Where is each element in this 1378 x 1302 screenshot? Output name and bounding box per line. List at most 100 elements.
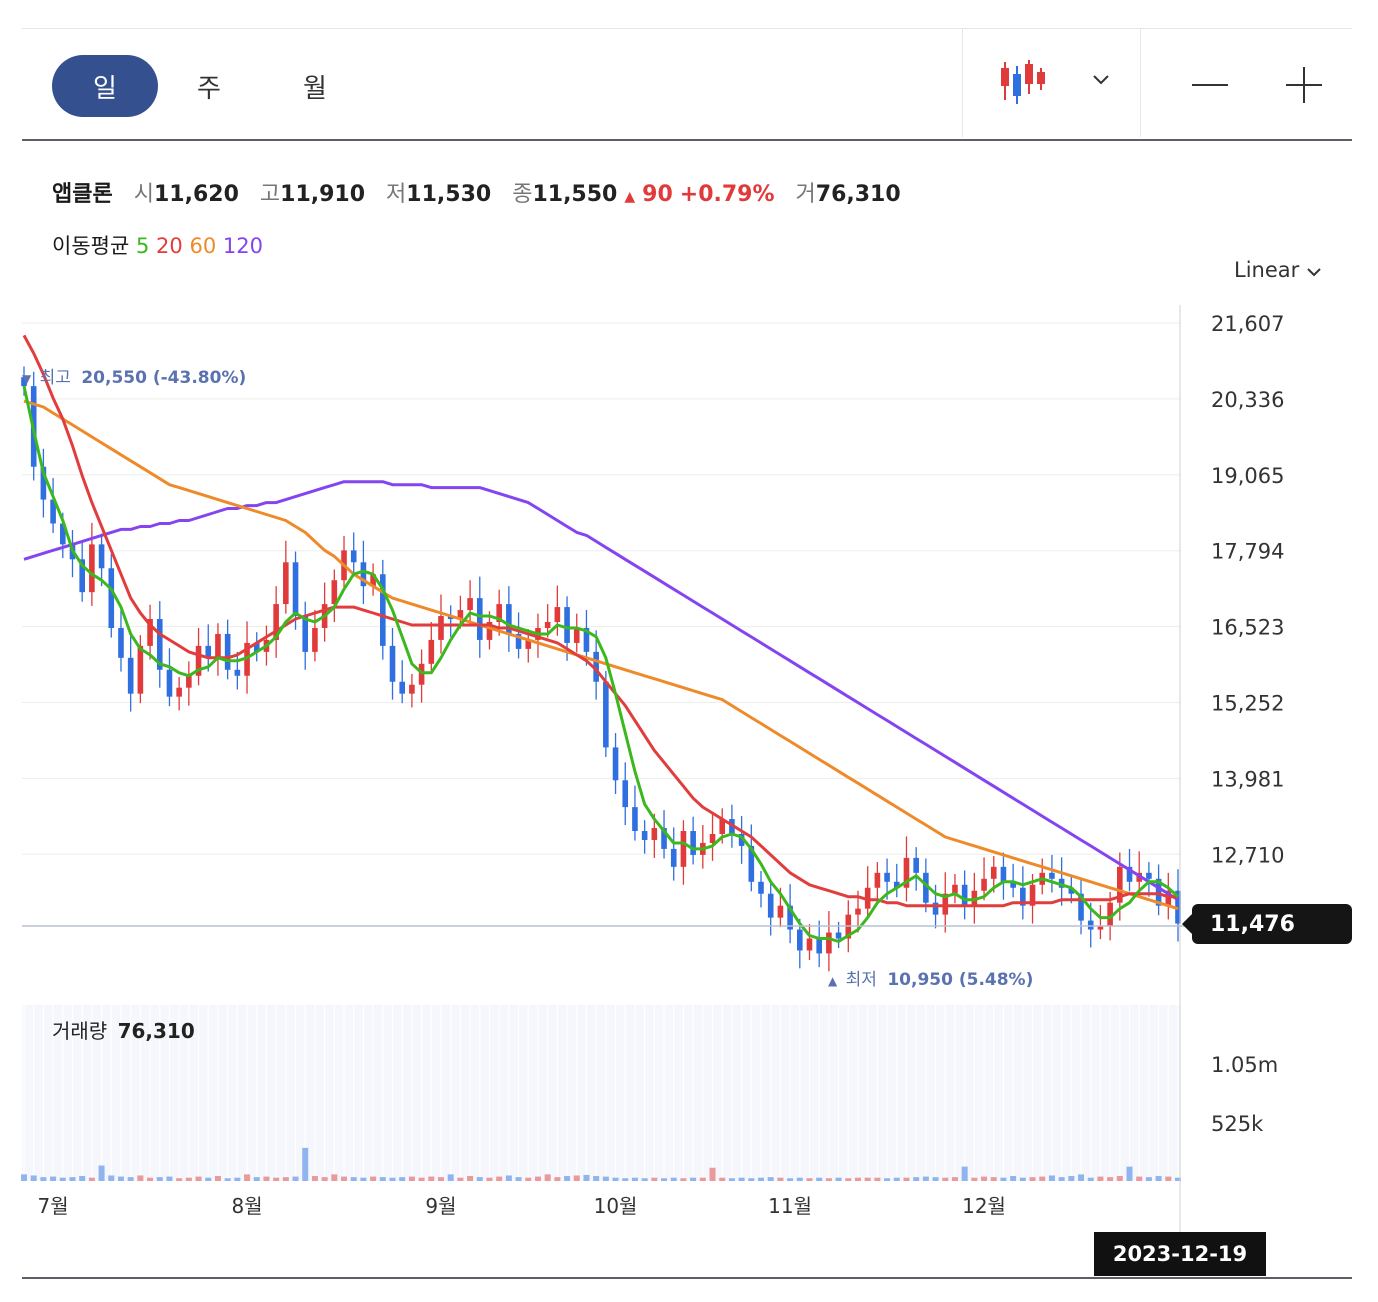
zoom-out-icon[interactable] [1190,65,1230,105]
tab-week[interactable]: 주 [197,73,221,104]
volume-bar [147,1177,154,1181]
chart-type-candle-icon[interactable] [992,57,1056,109]
volume-bar [1010,1176,1017,1181]
volume-bar [1107,1177,1114,1181]
high-value: 11,910 [280,182,366,207]
volume-axis-label: 525k [1211,1112,1264,1136]
volume-bar [50,1176,57,1181]
candle-body [913,857,919,873]
candle-body [98,544,105,569]
candle-body [360,562,367,587]
candle-body [127,657,134,694]
volume-bar [651,1177,658,1181]
candle-body [1010,881,1016,888]
volume-bar [525,1177,532,1181]
volume-bar [709,1167,716,1181]
candle-body [59,523,66,545]
candle-body [350,550,357,563]
candle-body [661,828,667,849]
candle-body [690,831,696,855]
candle-body [1107,902,1113,927]
volume-bar [884,1178,891,1181]
volume-bar [961,1166,968,1181]
volume-bar [21,1174,27,1181]
y-axis-tick-label: 20,336 [1211,388,1284,412]
candle-body [1020,887,1026,906]
volume-bar [564,1176,571,1181]
candle-body [79,559,85,593]
volume-bar [515,1177,522,1181]
volume-bar [932,1177,939,1181]
candle-body [622,780,629,808]
candle-body [166,669,173,697]
open-value: 11,620 [153,182,239,207]
scale-selector[interactable]: Linear [1234,258,1322,282]
volume-bar [437,1177,444,1181]
volume-bar [825,1178,832,1181]
volume-bar [699,1177,706,1181]
candle-body [554,607,561,623]
volume-bar [1087,1177,1094,1181]
candle-body [942,893,949,915]
stock-name: 앱클론 [52,182,113,207]
volume-bar [59,1177,66,1181]
volume-bar [1116,1176,1123,1181]
quote-info: 앱클론 시11,620 고11,910 저11,530 종11,550 ▲ 90… [52,176,901,208]
volume-bar [467,1176,474,1181]
volume-bar [602,1176,609,1181]
chart-toolbar: 일 주 월 [22,28,1352,141]
candle-body [903,857,910,888]
volume-bar [806,1178,813,1181]
candle-body [253,642,260,652]
volume-value: 76,310 [815,182,901,207]
volume-bar [661,1178,668,1181]
volume-bar [1097,1176,1104,1181]
candle-body [952,884,958,894]
candle-body [1078,893,1084,921]
candle-body [1146,872,1152,879]
candle-body [21,377,27,387]
ma5-line [22,385,1180,943]
volume-bar [951,1177,958,1181]
candle-body [932,902,939,915]
candle-body [292,562,299,617]
close-value: 11,550 [532,182,618,207]
volume-bar [738,1177,745,1181]
candle-body [118,627,124,658]
tab-month[interactable]: 월 [303,73,327,104]
volume-bar [166,1176,173,1181]
candle-body [573,627,580,643]
volume-bar [854,1177,861,1181]
chevron-down-icon[interactable] [1086,65,1116,95]
volume-bar [79,1176,86,1181]
candle-body [156,619,163,670]
volume-bar [583,1174,590,1181]
ma-label: 이동평균 [52,234,130,258]
tab-day[interactable]: 일 [52,55,158,117]
candle-body [1029,884,1036,906]
low-label: 저 [386,182,407,207]
volume-bar [1126,1166,1133,1181]
candle-body [719,819,726,835]
y-axis-tick-label: 12,710 [1211,843,1284,867]
month-tick-label: 10월 [594,1194,638,1218]
change-percent: +0.79% [679,182,775,207]
candle-body [738,834,745,846]
y-axis-tick-label: 16,523 [1211,616,1284,640]
moving-average-legend[interactable]: 이동평균 5 20 60 120 [52,230,263,260]
zoom-in-icon[interactable] [1284,65,1324,105]
volume-bar [612,1177,619,1181]
candle-body [767,893,774,918]
volume-bar [311,1176,318,1181]
volume-bar [379,1177,386,1181]
volume-bar [622,1178,629,1181]
candle-body [806,938,813,951]
close-label: 종 [512,182,533,207]
volume-bar [156,1177,163,1181]
volume-bar [476,1177,483,1181]
month-tick-label: 11월 [768,1194,812,1218]
candle-body [748,845,755,882]
ma60-label: 60 [189,234,217,258]
candle-body [758,881,764,894]
